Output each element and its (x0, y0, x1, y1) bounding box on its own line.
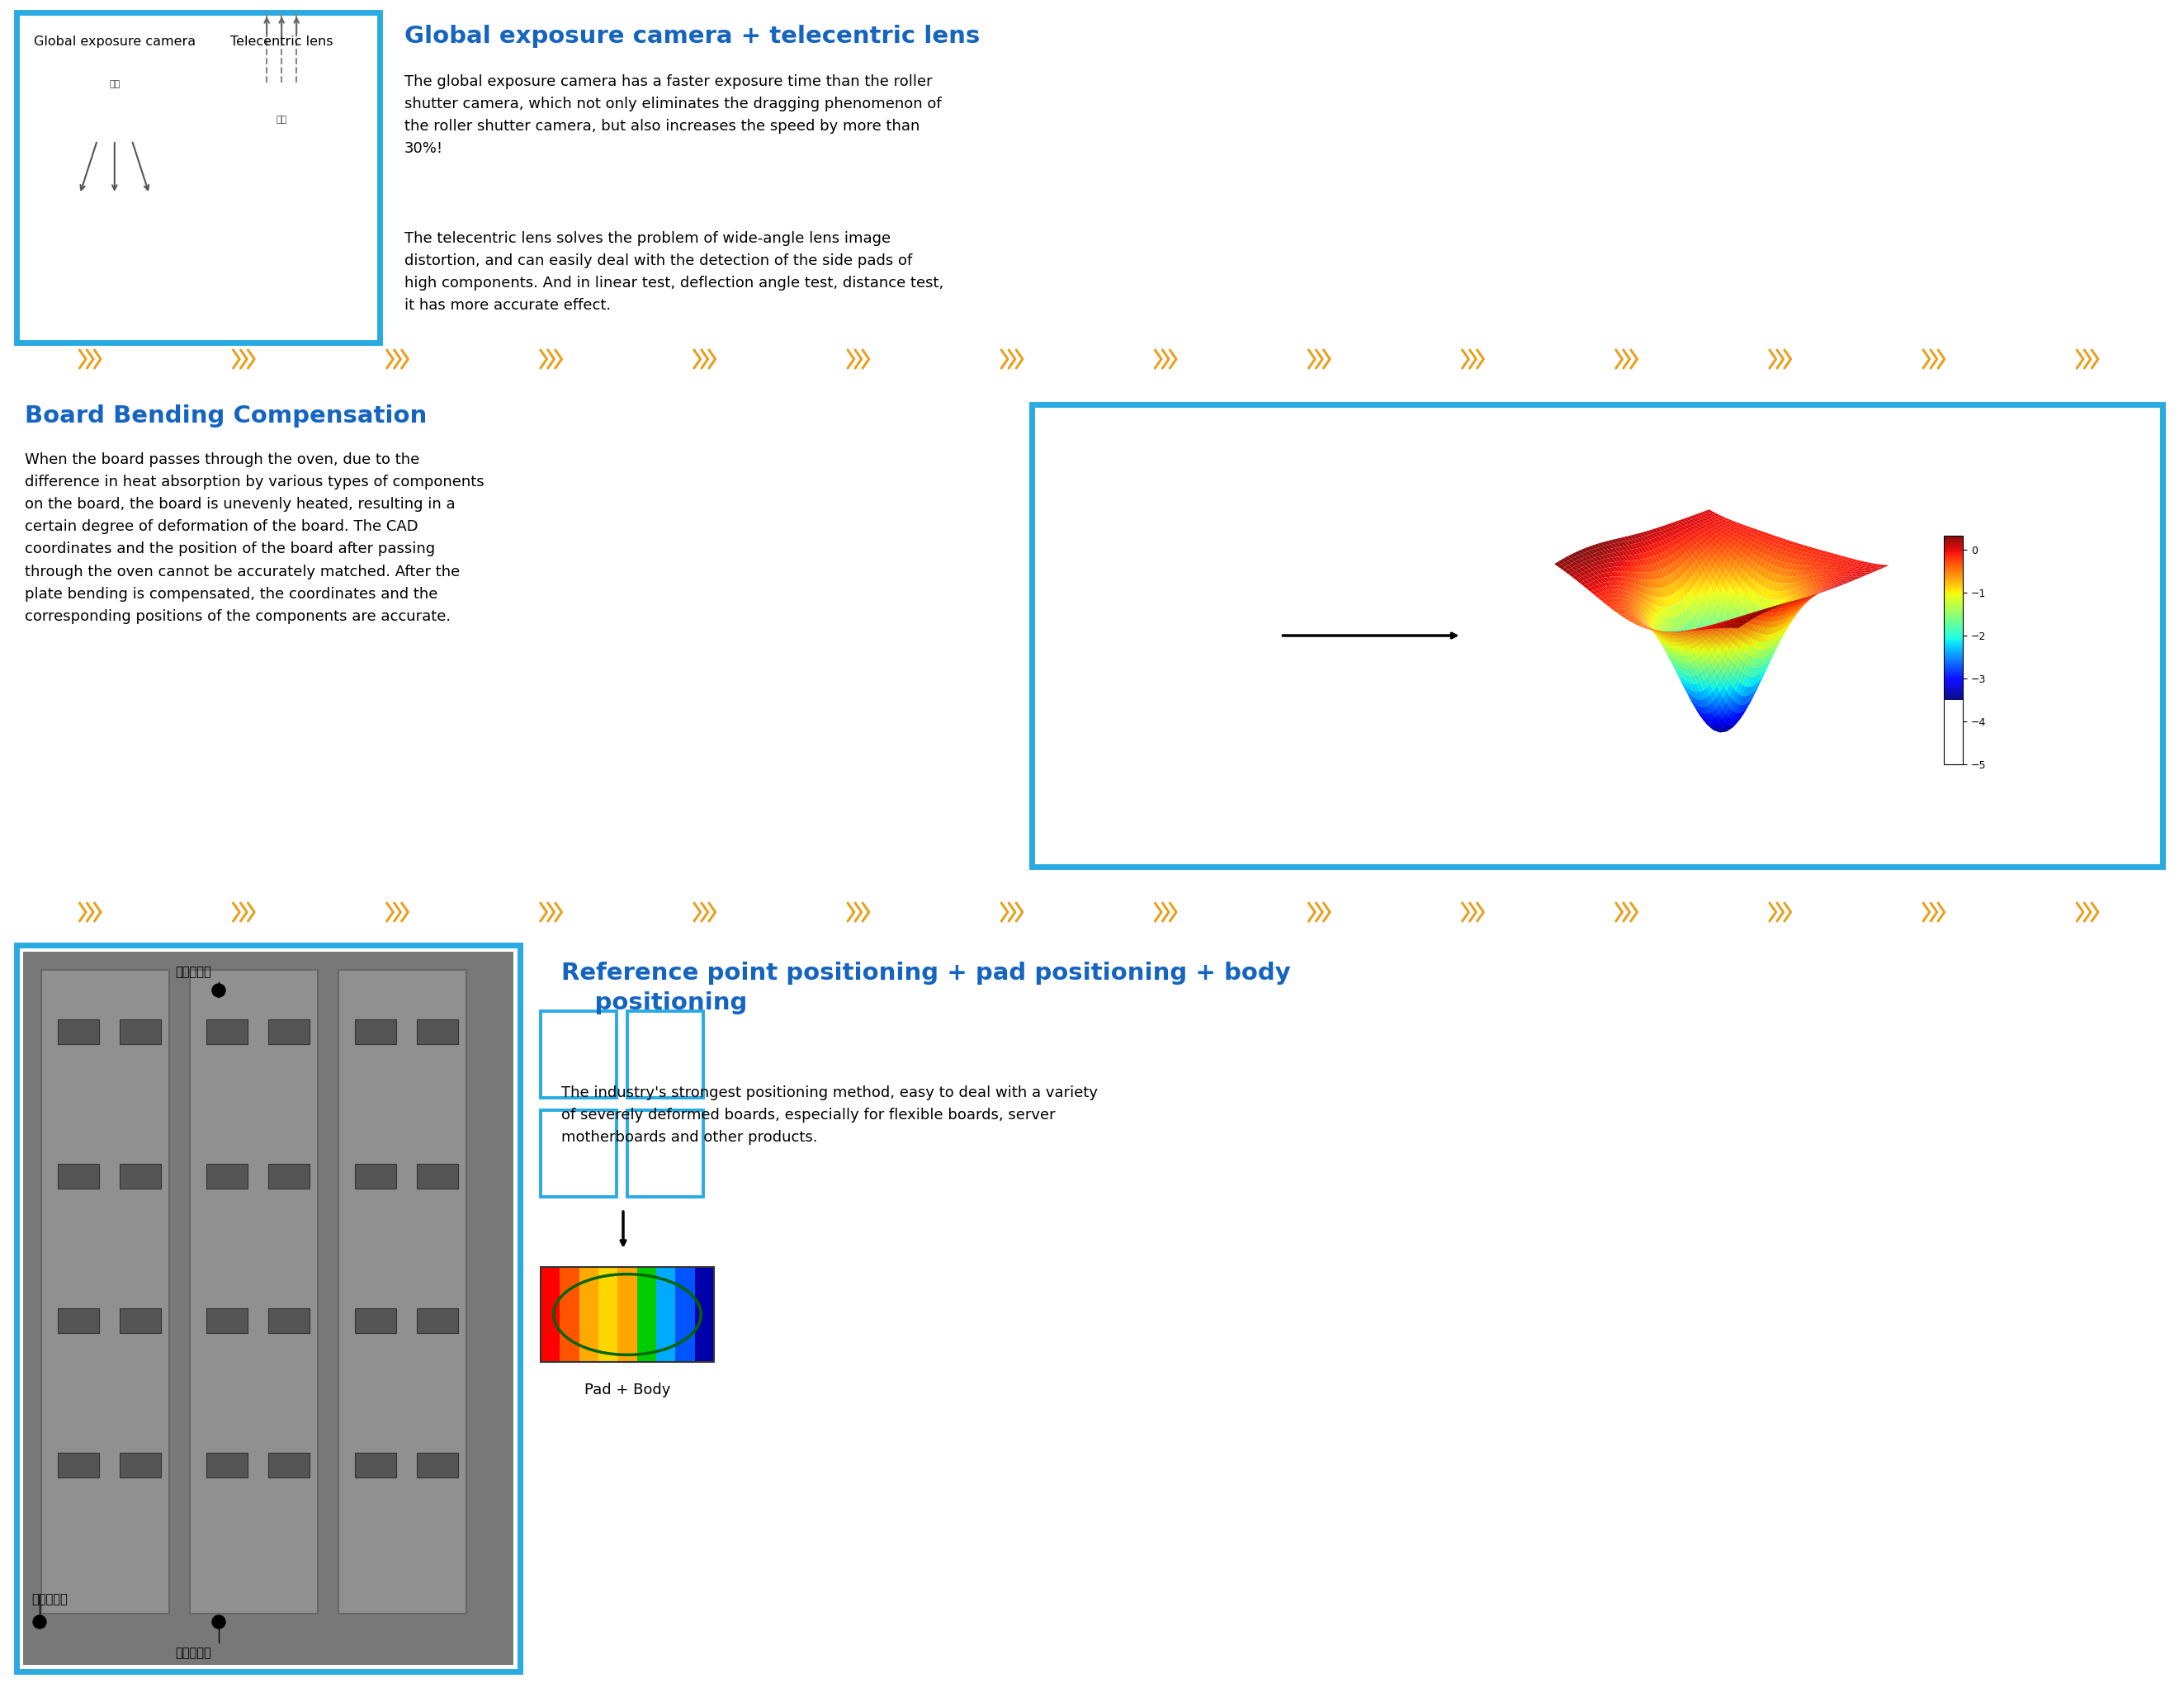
Circle shape (310, 281, 328, 298)
Bar (417, 1164, 459, 1188)
Bar (638, 1266, 655, 1362)
Bar (205, 1309, 247, 1333)
Bar (542, 1110, 616, 1197)
FancyBboxPatch shape (1031, 405, 2162, 866)
Bar (695, 1266, 714, 1362)
Bar (655, 1266, 675, 1362)
Bar (417, 1019, 459, 1043)
Bar (598, 1266, 618, 1362)
Bar (675, 1266, 695, 1362)
FancyBboxPatch shape (223, 252, 341, 325)
Bar (269, 1454, 310, 1477)
Bar (120, 1164, 162, 1188)
Bar (41, 970, 168, 1613)
Polygon shape (61, 107, 168, 206)
Text: When the board passes through the oven, due to the
difference in heat absorption: When the board passes through the oven, … (24, 453, 485, 623)
Bar (356, 1309, 395, 1333)
Text: Reference point positioning + pad positioning + body
    positioning: Reference point positioning + pad positi… (561, 962, 1291, 1014)
Bar (269, 1309, 310, 1333)
Text: The industry's strongest positioning method, easy to deal with a variety
of seve: The industry's strongest positioning met… (561, 1086, 1099, 1145)
Bar (205, 1164, 247, 1188)
Bar (542, 1266, 559, 1362)
Bar (24, 951, 513, 1665)
Text: Global exposure camera: Global exposure camera (33, 36, 197, 48)
FancyBboxPatch shape (17, 12, 380, 342)
Text: 单元基准点: 单元基准点 (175, 965, 212, 979)
Bar (57, 1454, 98, 1477)
Bar (618, 1266, 638, 1362)
FancyBboxPatch shape (55, 252, 175, 325)
Text: 局部基准点: 局部基准点 (175, 1648, 212, 1659)
Circle shape (262, 281, 277, 298)
Bar (253, 138, 310, 150)
Circle shape (212, 984, 225, 997)
Text: 拼版基准点: 拼版基准点 (31, 1593, 68, 1605)
Bar (627, 1110, 703, 1197)
Text: Pad + Body: Pad + Body (585, 1382, 670, 1397)
Text: Board Bending Compensation: Board Bending Compensation (24, 405, 426, 427)
Bar (579, 1266, 598, 1362)
Bar (190, 970, 319, 1613)
Circle shape (118, 281, 135, 298)
Text: 相机: 相机 (275, 116, 286, 124)
Circle shape (212, 1615, 225, 1629)
Bar (269, 1019, 310, 1043)
Bar (205, 1019, 247, 1043)
Bar (253, 102, 310, 138)
Bar (417, 1454, 459, 1477)
Bar (83, 61, 146, 107)
Bar (205, 1454, 247, 1477)
Bar (260, 179, 304, 191)
Bar (542, 1011, 616, 1098)
Bar (57, 1164, 98, 1188)
Bar (339, 970, 467, 1613)
Bar (559, 1266, 579, 1362)
Text: Telecentric lens: Telecentric lens (229, 36, 332, 48)
FancyBboxPatch shape (17, 945, 520, 1671)
Bar (258, 165, 306, 177)
Bar (356, 1454, 395, 1477)
Circle shape (94, 281, 111, 298)
Bar (120, 1019, 162, 1043)
Bar (627, 1011, 703, 1098)
Bar (542, 1266, 714, 1362)
Bar (120, 1309, 162, 1333)
Bar (57, 1019, 98, 1043)
Bar (57, 1309, 98, 1333)
Circle shape (236, 281, 253, 298)
Bar (356, 1019, 395, 1043)
Bar (269, 1164, 310, 1188)
Circle shape (33, 1615, 46, 1629)
Circle shape (144, 281, 159, 298)
Text: 相机: 相机 (109, 80, 120, 89)
Circle shape (70, 281, 85, 298)
Bar (234, 87, 330, 102)
Text: Global exposure camera + telecentric lens: Global exposure camera + telecentric len… (404, 26, 981, 48)
Text: The global exposure camera has a faster exposure time than the roller
shutter ca: The global exposure camera has a faster … (404, 75, 941, 157)
Text: The telecentric lens solves the problem of wide-angle lens image
distortion, and: The telecentric lens solves the problem … (404, 231, 943, 313)
Bar (356, 1164, 395, 1188)
Bar (256, 151, 308, 163)
Bar (417, 1309, 459, 1333)
Bar (120, 1454, 162, 1477)
Circle shape (286, 281, 301, 298)
